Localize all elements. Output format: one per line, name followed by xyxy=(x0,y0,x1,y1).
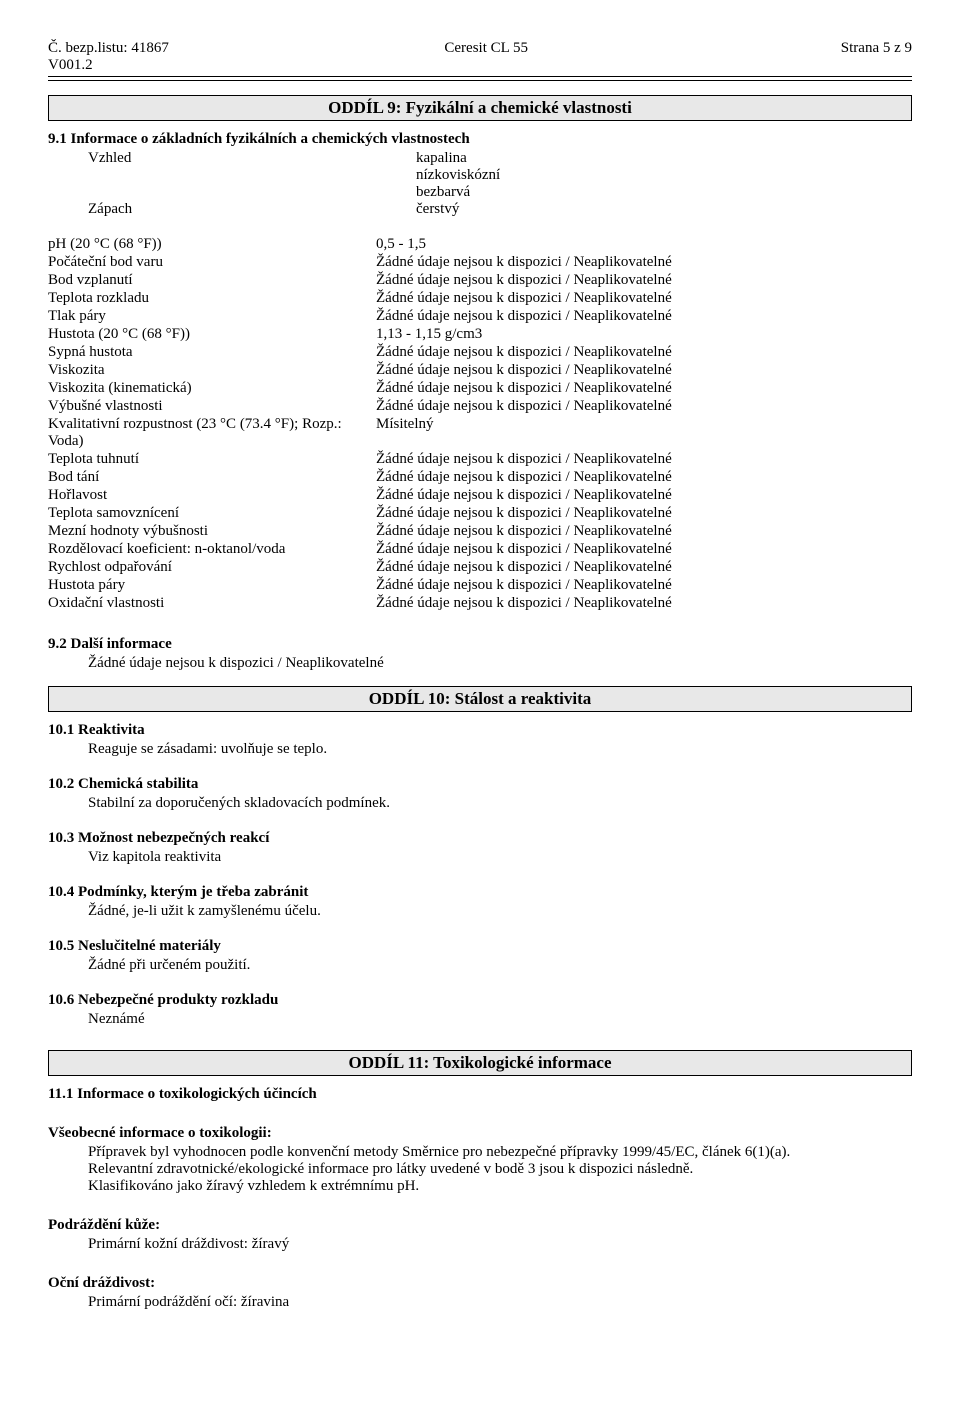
property-value: Mísitelný xyxy=(376,416,912,450)
property-value: Žádné údaje nejsou k dispozici / Neaplik… xyxy=(376,523,912,540)
property-value: Žádné údaje nejsou k dispozici / Neaplik… xyxy=(376,254,912,271)
property-value: Žádné údaje nejsou k dispozici / Neaplik… xyxy=(376,487,912,504)
property-label: Počáteční bod varu xyxy=(48,254,368,271)
eye-irritation-head: Oční dráždivost: xyxy=(48,1275,912,1292)
section-9-2-text: Žádné údaje nejsou k dispozici / Neaplik… xyxy=(88,655,912,672)
skin-irritation-text: Primární kožní dráždivost: žíravý xyxy=(88,1236,912,1253)
appearance-label: Vzhled xyxy=(88,150,408,167)
property-value: Žádné údaje nejsou k dispozici / Neaplik… xyxy=(376,272,912,289)
property-label: Teplota rozkladu xyxy=(48,290,368,307)
property-label: Hustota (20 °C (68 °F)) xyxy=(48,326,368,343)
property-label: Teplota tuhnutí xyxy=(48,451,368,468)
property-label: Kvalitativní rozpustnost (23 °C (73.4 °F… xyxy=(48,416,368,450)
doc-version: V001.2 xyxy=(48,57,93,73)
header-page: Strana 5 z 9 xyxy=(841,40,912,74)
property-value: 1,13 - 1,15 g/cm3 xyxy=(376,326,912,343)
section-10-item-head: 10.5 Neslučitelné materiály xyxy=(48,938,912,955)
section-10-item-text: Neznámé xyxy=(88,1011,912,1028)
property-value: Žádné údaje nejsou k dispozici / Neaplik… xyxy=(376,398,912,415)
appearance-label: Zápach xyxy=(88,201,408,218)
tox-general-line: Relevantní zdravotnické/ekologické infor… xyxy=(88,1161,912,1178)
section-10-item-head: 10.2 Chemická stabilita xyxy=(48,776,912,793)
property-label: Hořlavost xyxy=(48,487,368,504)
property-label: Tlak páry xyxy=(48,308,368,325)
tox-general-text: Přípravek byl vyhodnocen podle konvenční… xyxy=(88,1144,912,1195)
eye-irritation-text: Primární podráždění očí: žíravina xyxy=(88,1294,912,1311)
property-value: 0,5 - 1,5 xyxy=(376,236,912,253)
section-9-1-head: 9.1 Informace o základních fyzikálních a… xyxy=(48,131,912,148)
property-value: Žádné údaje nejsou k dispozici / Neaplik… xyxy=(376,380,912,397)
section-9-2-head: 9.2 Další informace xyxy=(48,636,912,653)
property-label: pH (20 °C (68 °F)) xyxy=(48,236,368,253)
property-label: Oxidační vlastnosti xyxy=(48,595,368,612)
property-value: Žádné údaje nejsou k dispozici / Neaplik… xyxy=(376,344,912,361)
doc-no-label: Č. bezp.listu: xyxy=(48,40,128,56)
property-label: Rychlost odpařování xyxy=(48,559,368,576)
doc-no: 41867 xyxy=(131,40,169,56)
property-value: Žádné údaje nejsou k dispozici / Neaplik… xyxy=(376,541,912,558)
section-10-item-text: Reaguje se zásadami: uvolňuje se teplo. xyxy=(88,741,912,758)
section-10-item-head: 10.1 Reaktivita xyxy=(48,722,912,739)
section-10-item-text: Stabilní za doporučených skladovacích po… xyxy=(88,795,912,812)
section-10-item-text: Viz kapitola reaktivita xyxy=(88,849,912,866)
property-label: Sypná hustota xyxy=(48,344,368,361)
page-header: Č. bezp.listu: 41867 V001.2 Ceresit CL 5… xyxy=(48,40,912,74)
property-value: Žádné údaje nejsou k dispozici / Neaplik… xyxy=(376,290,912,307)
property-value: Žádné údaje nejsou k dispozici / Neaplik… xyxy=(376,595,912,612)
section-11-title: ODDÍL 11: Toxikologické informace xyxy=(48,1050,912,1076)
section-10-item-head: 10.3 Možnost nebezpečných reakcí xyxy=(48,830,912,847)
appearance-label xyxy=(88,184,408,201)
appearance-value: bezbarvá xyxy=(416,184,912,201)
property-label: Bod vzplanutí xyxy=(48,272,368,289)
property-label: Bod tání xyxy=(48,469,368,486)
property-value: Žádné údaje nejsou k dispozici / Neaplik… xyxy=(376,362,912,379)
property-value: Žádné údaje nejsou k dispozici / Neaplik… xyxy=(376,469,912,486)
appearance-value: čerstvý xyxy=(416,201,912,218)
property-label: Rozdělovací koeficient: n-oktanol/voda xyxy=(48,541,368,558)
skin-irritation-head: Podráždění kůže: xyxy=(48,1217,912,1234)
section-11-1-head: 11.1 Informace o toxikologických účincíc… xyxy=(48,1086,912,1103)
header-left: Č. bezp.listu: 41867 V001.2 xyxy=(48,40,444,74)
section-9-title: ODDÍL 9: Fyzikální a chemické vlastnosti xyxy=(48,95,912,121)
property-value: Žádné údaje nejsou k dispozici / Neaplik… xyxy=(376,451,912,468)
property-label: Hustota páry xyxy=(48,577,368,594)
section-10-item-head: 10.4 Podmínky, kterým je třeba zabránit xyxy=(48,884,912,901)
section-10-item-text: Žádné, je-li užit k zamyšlenému účelu. xyxy=(88,903,912,920)
properties-grid: pH (20 °C (68 °F)) 0,5 - 1,5 Počáteční bod… xyxy=(48,236,912,612)
header-product: Ceresit CL 55 xyxy=(444,40,840,74)
property-label: Mezní hodnoty výbušnosti xyxy=(48,523,368,540)
header-rule-1 xyxy=(48,76,912,77)
appearance-value: nízkoviskózní xyxy=(416,167,912,184)
property-label: Viskozita (kinematická) xyxy=(48,380,368,397)
section-10-item-text: Žádné při určeném použití. xyxy=(88,957,912,974)
header-rule-2 xyxy=(48,80,912,81)
property-value: Žádné údaje nejsou k dispozici / Neaplik… xyxy=(376,505,912,522)
tox-general-head: Všeobecné informace o toxikologii: xyxy=(48,1125,912,1142)
appearance-grid: Vzhled kapalinanízkoviskózníbezbarvá Zápac… xyxy=(88,150,912,218)
property-value: Žádné údaje nejsou k dispozici / Neaplik… xyxy=(376,577,912,594)
property-value: Žádné údaje nejsou k dispozici / Neaplik… xyxy=(376,308,912,325)
appearance-value: kapalina xyxy=(416,150,912,167)
appearance-label xyxy=(88,167,408,184)
section-10-body: 10.1 Reaktivita Reaguje se zásadami: uvol… xyxy=(48,722,912,1036)
property-label: Výbušné vlastnosti xyxy=(48,398,368,415)
tox-general-line: Přípravek byl vyhodnocen podle konvenční… xyxy=(88,1144,912,1161)
section-10-title: ODDÍL 10: Stálost a reaktivita xyxy=(48,686,912,712)
property-label: Viskozita xyxy=(48,362,368,379)
property-value: Žádné údaje nejsou k dispozici / Neaplik… xyxy=(376,559,912,576)
section-10-item-head: 10.6 Nebezpečné produkty rozkladu xyxy=(48,992,912,1009)
tox-general-line: Klasifikováno jako žíravý vzhledem k ext… xyxy=(88,1178,912,1195)
property-label: Teplota samovznícení xyxy=(48,505,368,522)
